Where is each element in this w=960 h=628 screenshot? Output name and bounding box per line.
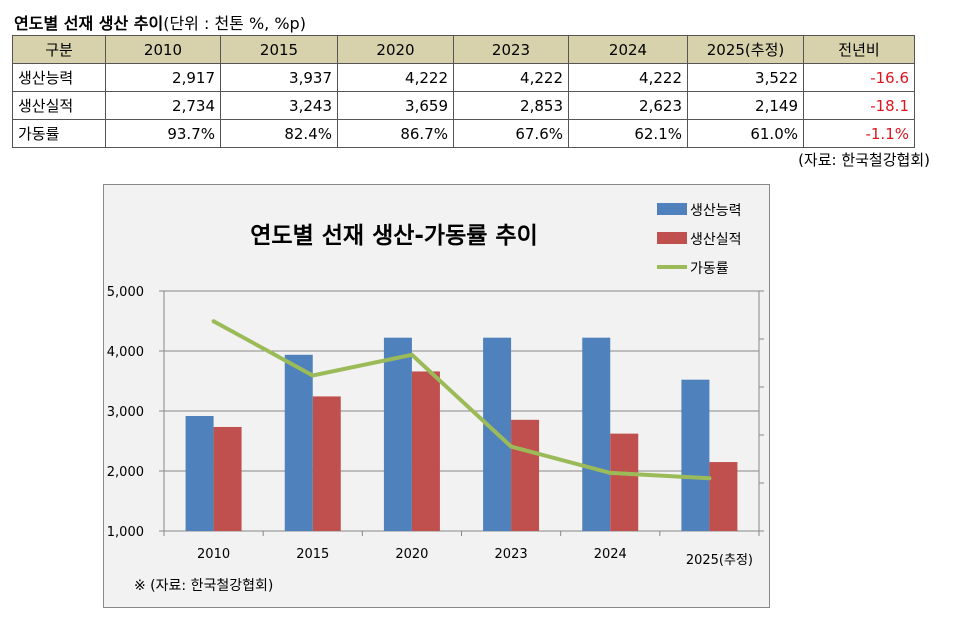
y-tick-label: 4,000 (107, 345, 144, 360)
title-main: 연도별 선재 생산 추이 (14, 14, 164, 33)
cell: 3,522 (687, 63, 804, 92)
x-tick-label: 2024 (594, 547, 627, 562)
header-cell: 2025(추정) (687, 35, 804, 64)
legend-label: 생산능력 (690, 203, 742, 219)
line-point (211, 319, 216, 324)
cell: 3,243 (220, 91, 338, 120)
line-point (608, 470, 613, 475)
chart: 연도별 선재 생산-가동률 추이 ※ (자료: 한국철강협회) 1,000 2,0… (103, 184, 821, 608)
bar-생산실적 (511, 419, 540, 531)
cell: 62.1% (568, 119, 688, 148)
row-label: 생산능력 (12, 63, 106, 92)
change-cell: -16.6 (803, 63, 915, 92)
table-header-row: 구분 2010 2015 2020 2023 2024 2025(추정) 전년비 (12, 35, 915, 64)
cell: 4,222 (568, 63, 688, 92)
header-cell: 2020 (337, 35, 454, 64)
y-tick-label: 2,000 (107, 465, 144, 480)
bar-생산능력 (284, 354, 313, 531)
line-point (509, 444, 514, 449)
header-cell: 2024 (568, 35, 688, 64)
bar-생산실적 (312, 396, 341, 531)
table-row: 생산실적 2,734 3,243 3,659 2,853 2,623 2,149… (12, 91, 915, 120)
legend-label: 가동률 (690, 261, 729, 277)
cell: 2,149 (687, 91, 804, 120)
source-note: (자료: 한국철강협회) (798, 151, 930, 169)
y-tick-label: 1,000 (107, 525, 144, 540)
legend-swatch (657, 232, 687, 244)
cell: 2,917 (105, 63, 221, 92)
bar-생산능력 (185, 415, 214, 531)
bar-생산실적 (213, 426, 242, 531)
title-unit: (단위 : 천톤 %, %p) (163, 14, 306, 33)
change-cell: -18.1 (803, 91, 915, 120)
table-row: 가동률 93.7% 82.4% 86.7% 67.6% 62.1% 61.0% … (12, 119, 915, 148)
bar-생산실적 (610, 433, 639, 531)
x-tick-label: 2025(추정) (686, 553, 753, 568)
header-cell: 구분 (12, 35, 106, 64)
cell: 3,937 (220, 63, 338, 92)
chart-note: ※ (자료: 한국철강협회) (134, 578, 273, 594)
table-row: 생산능력 2,917 3,937 4,222 4,222 4,222 3,522… (12, 63, 915, 92)
legend-label: 생산실적 (690, 232, 742, 248)
header-cell: 2010 (105, 35, 221, 64)
bar-생산능력 (681, 379, 710, 531)
x-tick-label: 2010 (197, 547, 230, 562)
cell: 61.0% (687, 119, 804, 148)
cell: 93.7% (105, 119, 221, 148)
change-cell: -1.1% (803, 119, 915, 148)
cell: 3,659 (337, 91, 454, 120)
row-label: 생산실적 (12, 91, 106, 120)
y-tick-label: 3,000 (107, 405, 144, 420)
data-table: 구분 2010 2015 2020 2023 2024 2025(추정) 전년비… (12, 35, 915, 148)
cell: 2,734 (105, 91, 221, 120)
row-label: 가동률 (12, 119, 106, 148)
chart-svg: 연도별 선재 생산-가동률 추이 ※ (자료: 한국철강협회) 1,000 2,0… (107, 203, 821, 594)
page-title: 연도별 선재 생산 추이(단위 : 천톤 %, %p) (14, 10, 306, 34)
header-cell: 2023 (453, 35, 569, 64)
cell: 82.4% (220, 119, 338, 148)
cell: 67.6% (453, 119, 569, 148)
header-cell: 전년비 (803, 35, 915, 64)
bar-생산실적 (411, 371, 440, 531)
cell: 2,853 (453, 91, 569, 120)
cell: 86.7% (337, 119, 454, 148)
chart-title: 연도별 선재 생산-가동률 추이 (250, 223, 538, 249)
line-가동률 (212, 319, 710, 481)
line-point (707, 476, 712, 481)
cell: 4,222 (453, 63, 569, 92)
x-tick-label: 2015 (296, 547, 329, 562)
cell: 4,222 (337, 63, 454, 92)
header-cell: 2015 (220, 35, 338, 64)
line-point (409, 352, 414, 357)
bar-생산능력 (582, 337, 611, 531)
cell: 2,623 (568, 91, 688, 120)
line-point (310, 373, 315, 378)
legend-swatch (657, 203, 687, 215)
bar-생산능력 (383, 337, 412, 531)
x-tick-label: 2020 (395, 547, 428, 562)
x-tick-label: 2023 (495, 547, 528, 562)
y-tick-label: 5,000 (107, 285, 144, 300)
bar-생산실적 (709, 462, 738, 531)
